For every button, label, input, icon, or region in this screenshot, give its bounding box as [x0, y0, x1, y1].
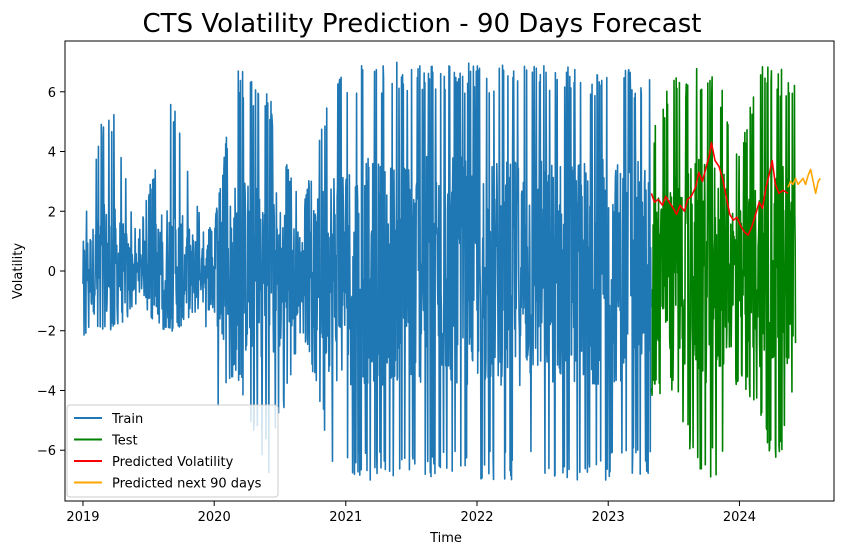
y-tick-label: 4	[48, 146, 56, 161]
series-line-train	[82, 61, 652, 481]
x-tick-label: 2022	[460, 510, 493, 525]
legend-label: Predicted Volatility	[112, 455, 234, 470]
axes-layer: 2019 2020 2021 2022 2023 2024 −6 −4 −2 0 2 4 6	[37, 40, 835, 525]
legend: Train Test Predicted Volatility Predicted n…	[66, 404, 279, 498]
x-tick-label: 2020	[198, 510, 231, 525]
y-tick-label: −4	[37, 384, 56, 399]
y-tick-label: 6	[48, 86, 56, 101]
x-axis-label: Time	[429, 531, 462, 546]
x-tick-label: 2023	[592, 510, 625, 525]
legend-label: Predicted next 90 days	[112, 477, 262, 492]
y-tick-label: −6	[37, 444, 56, 459]
legend-box	[66, 404, 279, 498]
series-line-predicted-next-90-days	[787, 168, 821, 195]
x-tick-label: 2019	[66, 510, 99, 525]
y-tick-label: 0	[48, 265, 56, 280]
x-tick-label: 2021	[329, 510, 362, 525]
legend-label: Test	[111, 434, 138, 449]
y-tick-label: −2	[37, 325, 56, 340]
y-tick-label: 2	[48, 205, 56, 220]
series-line-predicted-volatility	[650, 141, 789, 236]
chart-title: CTS Volatility Prediction - 90 Days Fore…	[143, 9, 702, 39]
legend-label: Train	[111, 412, 143, 427]
x-tick-label: 2024	[723, 510, 756, 525]
y-axis-label: Volatility	[11, 243, 26, 299]
series-layer	[82, 61, 821, 481]
series-line-test	[650, 66, 797, 478]
